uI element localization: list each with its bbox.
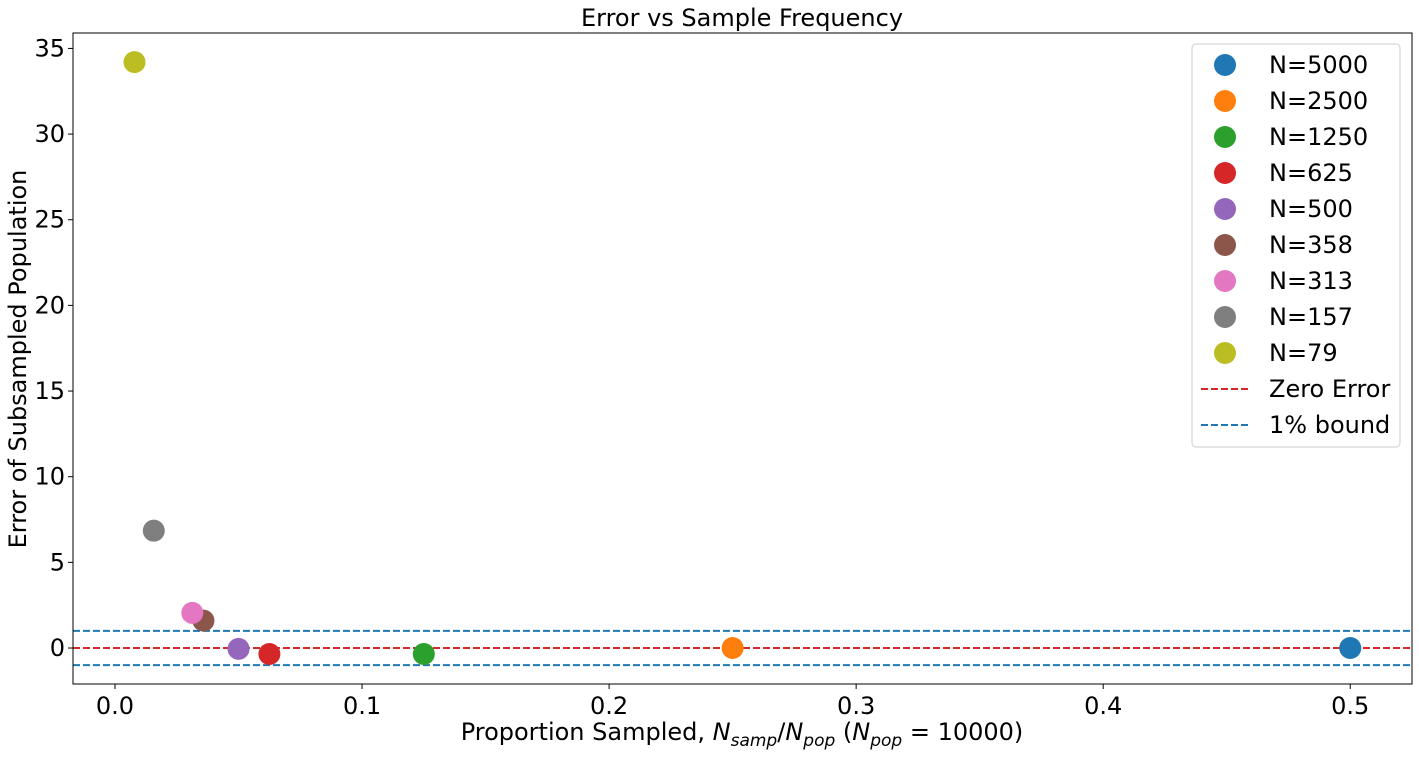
legend-label-1-bound: 1% bound bbox=[1269, 411, 1390, 439]
plot-area bbox=[73, 51, 1412, 667]
x-axis-title-num: N bbox=[713, 718, 731, 746]
legend-label-n-500: N=500 bbox=[1269, 195, 1353, 223]
legend-label-zero-error: Zero Error bbox=[1269, 375, 1390, 403]
x-tick-label: 0.0 bbox=[96, 692, 134, 720]
legend-label-n-358: N=358 bbox=[1269, 231, 1353, 259]
x-tick-label: 0.4 bbox=[1084, 692, 1122, 720]
x-axis-title-pop-sub: pop bbox=[869, 731, 902, 751]
legend: N=5000 N=2500 N=1250 N=625 N=500 N=358 N=313 N=… bbox=[1191, 43, 1401, 448]
legend-label-n-2500: N=2500 bbox=[1269, 87, 1368, 115]
legend-marker-n-79 bbox=[1214, 342, 1236, 364]
point-n-500 bbox=[227, 637, 250, 660]
x-axis-title-paren-open: ( bbox=[835, 718, 852, 746]
x-tick-label: 0.1 bbox=[343, 692, 381, 720]
legend-marker-n-313 bbox=[1214, 270, 1236, 292]
y-axis-title: Error of Subsampled Population bbox=[4, 170, 32, 549]
legend-marker-n-358 bbox=[1214, 234, 1236, 256]
x-axis-title-slash: / bbox=[777, 718, 786, 746]
x-tick-label: 0.2 bbox=[590, 692, 628, 720]
x-axis-title-num-sub: samp bbox=[731, 731, 778, 751]
y-axis-ticks: 0 5 10 15 20 25 30 35 bbox=[34, 34, 73, 662]
legend-label-n-313: N=313 bbox=[1269, 267, 1353, 295]
y-tick-label: 15 bbox=[34, 377, 65, 405]
axes-frame bbox=[72, 32, 1413, 685]
y-tick-label: 20 bbox=[34, 291, 65, 319]
legend-label-n-79: N=79 bbox=[1269, 339, 1338, 367]
point-n-157 bbox=[142, 519, 165, 542]
point-n-1250 bbox=[412, 643, 435, 666]
point-n-5000 bbox=[1339, 637, 1362, 660]
legend-marker-n-625 bbox=[1214, 162, 1236, 184]
x-axis-title-den-sub: pop bbox=[802, 731, 835, 751]
point-n-313 bbox=[181, 601, 204, 624]
x-axis-title-den: N bbox=[785, 718, 803, 746]
x-axis-title-prefix: Proportion Sampled, bbox=[461, 718, 713, 746]
chart-title: Error vs Sample Frequency bbox=[581, 4, 903, 32]
point-n-2500 bbox=[721, 637, 744, 660]
x-axis-ticks: 0.0 0.1 0.2 0.3 0.4 0.5 bbox=[96, 684, 1369, 720]
x-axis-title-paren-close: ) bbox=[1014, 718, 1023, 746]
legend-marker-n-500 bbox=[1214, 198, 1236, 220]
legend-marker-n-5000 bbox=[1214, 54, 1236, 76]
y-tick-label: 5 bbox=[50, 548, 65, 576]
legend-label-n-157: N=157 bbox=[1269, 303, 1353, 331]
x-axis-title: Proportion Sampled, Nsamp/Npop (Npop = 1… bbox=[461, 718, 1024, 751]
legend-marker-n-2500 bbox=[1214, 90, 1236, 112]
x-axis-title-eq: = 10000 bbox=[902, 718, 1014, 746]
legend-marker-n-157 bbox=[1214, 306, 1236, 328]
y-tick-label: 0 bbox=[50, 634, 65, 662]
y-tick-label: 10 bbox=[34, 463, 65, 491]
legend-label-n-625: N=625 bbox=[1269, 159, 1353, 187]
legend-label-n-5000: N=5000 bbox=[1269, 51, 1368, 79]
legend-marker-n-1250 bbox=[1214, 126, 1236, 148]
point-n-625 bbox=[258, 643, 281, 666]
legend-frame bbox=[1191, 43, 1401, 448]
x-tick-label: 0.3 bbox=[837, 692, 875, 720]
y-tick-label: 30 bbox=[34, 120, 65, 148]
y-tick-label: 35 bbox=[34, 34, 65, 62]
x-axis-title-pop: N bbox=[852, 718, 870, 746]
x-tick-label: 0.5 bbox=[1331, 692, 1369, 720]
y-tick-label: 25 bbox=[34, 206, 65, 234]
point-n-79 bbox=[123, 51, 146, 74]
legend-label-n-1250: N=1250 bbox=[1269, 123, 1368, 151]
